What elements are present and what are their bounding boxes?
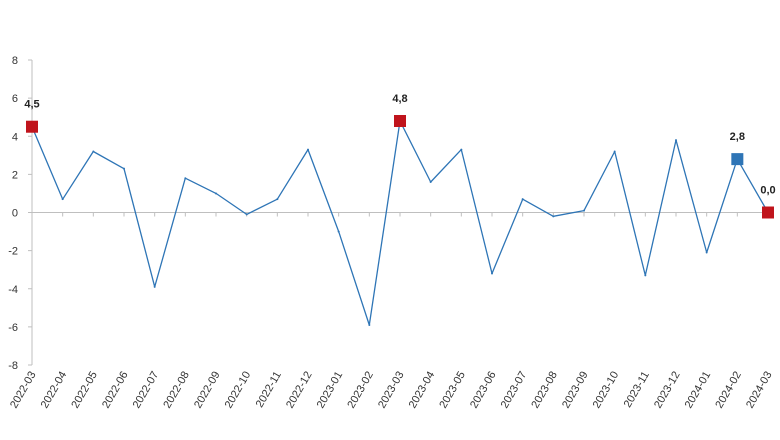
highlight-marker	[26, 120, 38, 133]
highlight-marker	[394, 115, 406, 127]
x-tick-label: 2023-05	[437, 370, 468, 411]
data-point	[552, 215, 555, 218]
x-tick-label: 2023-03	[376, 370, 407, 411]
highlight-marker	[731, 153, 744, 166]
data-labels: 4,5 4,8 2,8 0,0	[24, 93, 775, 197]
x-tick-label: 2022-03	[8, 370, 39, 411]
data-point	[368, 323, 371, 326]
data-point	[215, 192, 217, 195]
x-tick-label: 2022-04	[39, 370, 70, 411]
x-tick-label: 2023-07	[499, 370, 530, 411]
y-tick-label: 4	[12, 131, 18, 143]
data-point	[583, 209, 585, 212]
x-tick-label: 2022-11	[254, 370, 284, 410]
data-point	[705, 251, 708, 254]
y-tick-label: -4	[8, 284, 18, 296]
y-tick-label: 6	[12, 93, 18, 105]
x-tick-label: 2023-10	[591, 370, 622, 411]
x-tick-label: 2023-09	[560, 370, 591, 411]
data-point	[153, 285, 156, 288]
data-point	[613, 150, 616, 153]
data-point	[307, 148, 309, 151]
y-tick-label: -8	[8, 360, 18, 372]
data-point	[123, 167, 125, 170]
data-point	[429, 181, 432, 183]
data-point	[245, 213, 248, 216]
data-point	[276, 198, 279, 201]
data-point	[337, 230, 340, 233]
x-tick-label: 2023-11	[622, 370, 652, 410]
data-point	[644, 274, 647, 277]
x-tick-label: 2023-12	[652, 370, 683, 411]
y-tick-label: 2	[12, 169, 18, 181]
data-point	[184, 177, 187, 180]
x-tick-label: 2022-10	[223, 370, 254, 411]
x-tick-label: 2022-06	[100, 370, 131, 411]
x-tick-label: 2023-06	[468, 370, 499, 411]
highlight-marker	[762, 206, 774, 219]
data-point	[61, 198, 64, 201]
y-axis-tick-labels: -8 -6 -4 -2 0 2 4 6 8	[8, 55, 32, 372]
data-label: 4,5	[24, 99, 39, 111]
data-label: 4,8	[392, 93, 407, 105]
x-axis-tick-labels: 2022-03 2022-04 2022-05 2022-06 2022-07 2022-…	[8, 212, 775, 411]
x-tick-label: 2023-02	[345, 370, 376, 411]
data-point	[491, 272, 493, 275]
data-point	[92, 150, 95, 153]
series-line	[31, 120, 769, 326]
y-tick-label: -2	[8, 246, 18, 258]
data-label: 2,8	[730, 131, 745, 143]
y-tick-label: -6	[8, 322, 18, 334]
data-point	[521, 198, 524, 201]
x-tick-label: 2024-03	[744, 370, 775, 411]
data-label: 0,0	[760, 185, 775, 197]
y-tick-label: 8	[12, 55, 18, 67]
x-tick-label: 2022-12	[284, 370, 315, 411]
x-tick-label: 2023-01	[315, 370, 346, 411]
x-tick-label: 2024-01	[683, 370, 714, 411]
x-tick-label: 2022-05	[69, 370, 100, 411]
x-tick-label: 2022-07	[131, 370, 162, 411]
data-point	[460, 148, 463, 151]
x-tick-label: 2024-02	[713, 370, 744, 411]
x-tick-label: 2022-08	[161, 370, 192, 411]
series-group	[31, 120, 769, 326]
x-tick-label: 2023-08	[529, 370, 560, 411]
y-tick-label: 0	[12, 208, 18, 220]
x-tick-label: 2022-09	[192, 370, 223, 411]
x-tick-label: 2023-04	[407, 370, 438, 411]
highlight-markers	[26, 115, 774, 219]
data-point	[675, 139, 677, 142]
